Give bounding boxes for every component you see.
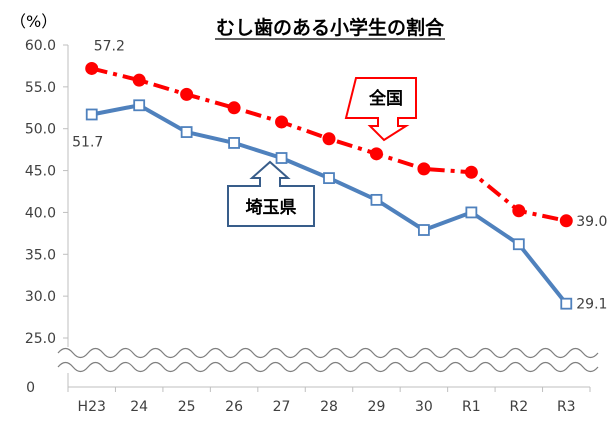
callout-saitama-box [227,160,315,227]
series-point-0 [322,132,336,146]
series-point-1 [512,238,525,251]
y-tick-labels: 60.0 55.0 50.0 45.0 40.0 35.0 30.0 25.0 0 [25,38,68,396]
data-labels: 57.2 39.0 51.7 29.1 [72,38,607,312]
data-label-saitama-first: 51.7 [72,134,103,150]
y-tick-label: 30.0 [25,289,56,305]
axis-break-wave-bottom [57,361,599,373]
x-tick-label: 28 [320,399,338,415]
x-tick-label: R3 [557,399,576,415]
x-tick-label: 24 [130,399,148,415]
series-group [85,61,573,310]
series-point-1 [85,108,98,121]
series-point-0 [85,61,99,75]
chart-title: むし歯のある小学生の割合 [216,16,445,39]
y-tick-label: 55.0 [25,80,56,96]
y-tick-label: 60.0 [25,38,56,54]
x-tick-label: 26 [225,399,243,415]
callout-saitama-label: 埼玉県 [246,197,297,218]
series-point-1 [560,297,573,310]
callout-national-label: 全国 [368,88,403,109]
data-label-national-first: 57.2 [94,38,125,54]
y-tick-label: 25.0 [25,331,56,347]
data-label-national-last: 39.0 [576,214,607,230]
series-point-1 [465,206,478,219]
y-tick-label-zero: 0 [26,380,35,396]
x-tick-label: 27 [273,399,291,415]
series-point-0 [512,204,526,218]
series-point-1 [228,137,240,149]
series-point-1 [418,224,430,236]
series-point-1 [180,126,193,138]
y-tick-label: 40.0 [25,205,56,221]
x-tick-label: 29 [368,399,386,415]
series-point-0 [180,87,194,101]
x-tick-label: H23 [78,399,106,415]
x-tick-label: R2 [509,399,528,415]
callout-national-box [344,77,417,142]
series-point-0 [227,101,241,115]
data-label-saitama-last: 29.1 [576,297,607,313]
axis-break-wave-top [57,347,599,359]
y-unit-label: （%） [10,12,57,31]
axis-break-fill [58,347,592,373]
y-tick-label: 50.0 [25,122,56,138]
x-tick-label: 30 [415,399,433,415]
axis-break [57,347,599,373]
x-tick-labels: H23 24 25 26 27 28 29 30 R1 R2 R3 [78,399,576,415]
series-point-0 [275,115,289,129]
series-point-0 [417,162,431,176]
x-tick-label: R1 [462,399,481,415]
series-point-1 [275,152,288,164]
series-point-1 [133,99,146,112]
y-tick-label: 35.0 [25,247,56,263]
axes [67,45,591,392]
series-point-1 [323,172,335,185]
x-tick-label: 25 [178,399,196,415]
series-point-0 [132,73,146,87]
series-point-0 [369,147,383,161]
series-point-0 [464,165,478,179]
series-point-1 [370,193,383,206]
series-point-0 [559,214,573,228]
y-tick-label: 45.0 [25,164,56,180]
